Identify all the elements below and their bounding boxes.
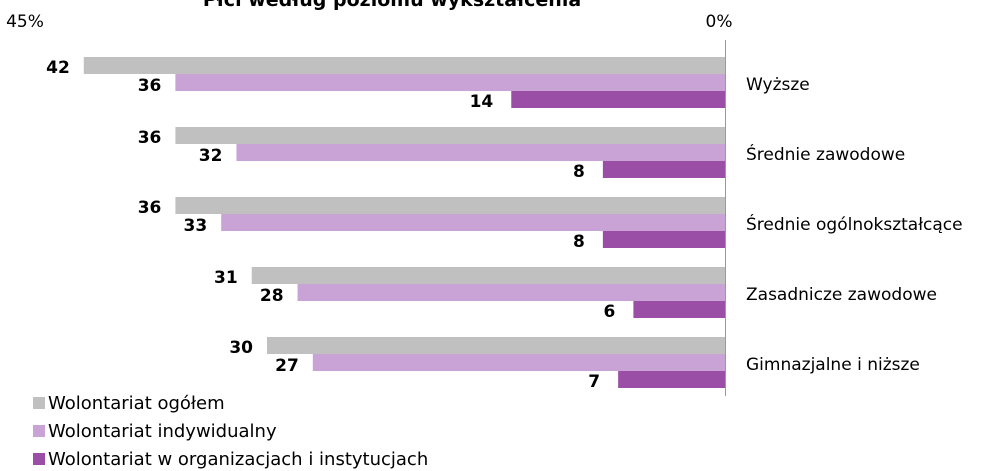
legend-label: Wolontariat indywidualny (48, 421, 277, 442)
bar (236, 144, 725, 161)
bar (175, 127, 725, 144)
legend-swatch (33, 425, 45, 437)
category-label: Wyższe (746, 75, 810, 95)
data-label: 28 (260, 286, 284, 306)
legend-swatch (33, 397, 45, 409)
category-label: Gimnazjalne i niższe (746, 355, 920, 375)
data-label: 36 (138, 76, 162, 96)
bar (83, 57, 726, 74)
data-label: 30 (229, 338, 253, 358)
category-label: Średnie zawodowe (746, 143, 905, 165)
bar (618, 371, 725, 388)
bar (221, 214, 725, 231)
data-label: 42 (46, 58, 70, 78)
data-label: 36 (138, 128, 162, 148)
data-label: 7 (588, 372, 600, 392)
category-label: Średnie ogólnokształcące (746, 213, 963, 235)
data-label: 8 (573, 232, 585, 252)
bar (267, 337, 725, 354)
bar (175, 197, 725, 214)
bar (312, 354, 725, 371)
data-label: 8 (573, 162, 585, 182)
chart-title: Płci według poziomu wykształcenia (203, 0, 581, 11)
bar (602, 231, 725, 248)
legend-label: Wolontariat w organizacjach i instytucja… (48, 449, 428, 470)
category-label: Zasadnicze zawodowe (746, 285, 937, 305)
legend-label: Wolontariat ogółem (48, 393, 225, 414)
data-label: 6 (604, 302, 616, 322)
data-label: 27 (275, 356, 299, 376)
bar (633, 301, 725, 318)
bar (175, 74, 725, 91)
x-tick-label: 0% (706, 12, 733, 32)
legend-swatch (33, 453, 45, 465)
data-label: 14 (470, 92, 494, 112)
bar (297, 284, 725, 301)
data-label: 36 (138, 198, 162, 218)
data-label: 31 (214, 268, 238, 288)
bar (251, 267, 725, 284)
data-label: 32 (199, 146, 223, 166)
bar (511, 91, 725, 108)
bar (602, 161, 725, 178)
data-label: 33 (184, 216, 208, 236)
x-tick-label: 45% (6, 12, 44, 32)
